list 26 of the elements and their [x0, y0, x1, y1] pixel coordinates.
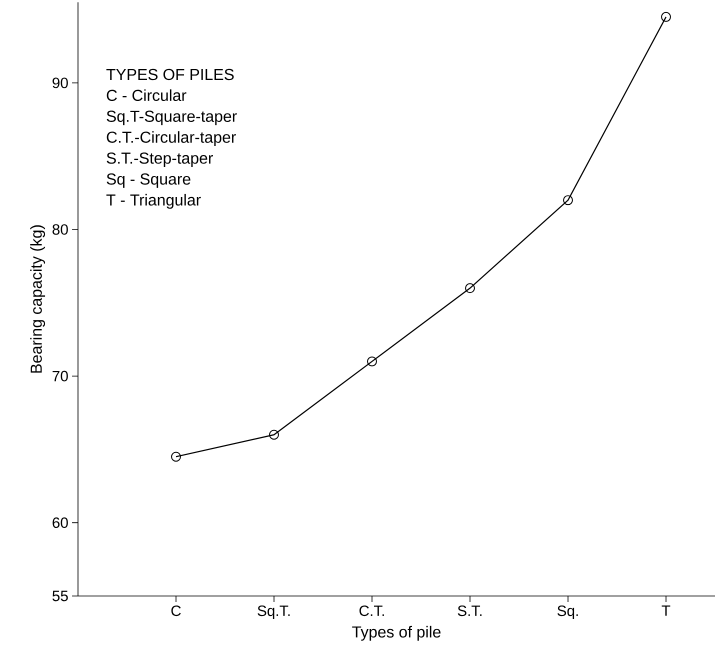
annotation: TYPES OF PILES: [106, 68, 234, 80]
x-tick-label: S.T.: [458, 605, 482, 616]
y-tick-label: 60: [52, 517, 68, 528]
point: [171, 452, 181, 462]
annotation: S.T.-Step-taper: [106, 152, 213, 167]
x-tick-label: T: [662, 606, 670, 616]
x-axis-title: Types of pile: [352, 626, 441, 641]
point: [269, 430, 279, 440]
y-tick-label: 55: [52, 590, 68, 602]
annotation: T - Triangular: [106, 194, 201, 209]
point: [465, 283, 475, 294]
annotation: C - Circular: [106, 89, 186, 102]
x-tick-label: C.T.: [359, 605, 384, 616]
point: [367, 356, 377, 366]
annotation: C.T.-Circular-taper: [106, 131, 236, 146]
x-tick-label: Sq.T.: [258, 605, 290, 620]
y-tick-label: 80: [52, 224, 68, 235]
x-tick-label: C: [171, 605, 181, 616]
y-tick-label: 70: [52, 370, 68, 382]
point: [661, 12, 671, 22]
annotation: Sq - Square: [106, 173, 190, 188]
x-tick-label: Sq.: [557, 605, 578, 620]
y-tick-label: 90: [52, 78, 68, 88]
point: [563, 195, 573, 206]
annotation: Sq.T-Square-taper: [106, 110, 237, 126]
y-axis-title: Bearing capacity (kg): [30, 225, 46, 373]
